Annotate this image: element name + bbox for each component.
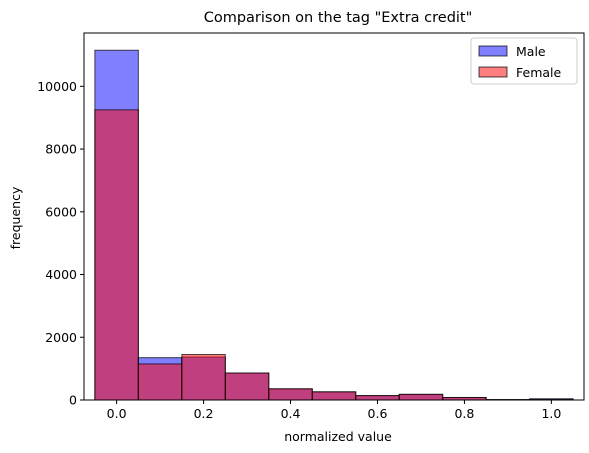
bar-female-0 xyxy=(94,109,139,401)
y-axis-ticks: 0 2000 4000 6000 8000 10000 xyxy=(37,79,84,408)
bars-layer xyxy=(94,49,574,401)
y-tick-label: 2000 xyxy=(45,330,77,345)
x-axis-ticks: 0.0 0.2 0.4 0.6 0.8 1.0 xyxy=(107,400,561,421)
bar-female-2 xyxy=(181,354,226,401)
axes-frame xyxy=(83,32,585,401)
x-tick-label: 0.4 xyxy=(281,406,301,421)
bar-female-6 xyxy=(355,395,400,401)
legend-label-female: Female xyxy=(516,65,562,80)
y-tick-label: 4000 xyxy=(45,267,77,282)
legend: Male Female xyxy=(470,37,578,85)
bar-female-5 xyxy=(311,391,357,401)
y-tick-label: 8000 xyxy=(45,142,77,157)
chart-title: Comparison on the tag "Extra credit" xyxy=(204,10,473,26)
legend-swatch-female xyxy=(478,66,508,78)
bar-female-3 xyxy=(224,372,270,401)
x-tick-label: 0.0 xyxy=(107,406,127,421)
legend-swatch-male xyxy=(478,45,508,57)
x-tick-label: 0.6 xyxy=(368,406,388,421)
bar-female-1 xyxy=(137,363,183,401)
bar-female-4 xyxy=(268,388,313,401)
x-axis-label: normalized value xyxy=(284,429,392,444)
y-axis-label: frequency xyxy=(8,186,23,249)
y-tick-label: 0 xyxy=(69,393,77,408)
legend-label-male: Male xyxy=(516,44,546,59)
y-tick-label: 10000 xyxy=(37,79,77,94)
y-tick-label: 6000 xyxy=(45,204,77,219)
x-tick-label: 0.8 xyxy=(454,406,474,421)
bar-female-7 xyxy=(398,393,444,401)
x-tick-label: 0.2 xyxy=(194,406,214,421)
x-tick-label: 1.0 xyxy=(541,406,561,421)
